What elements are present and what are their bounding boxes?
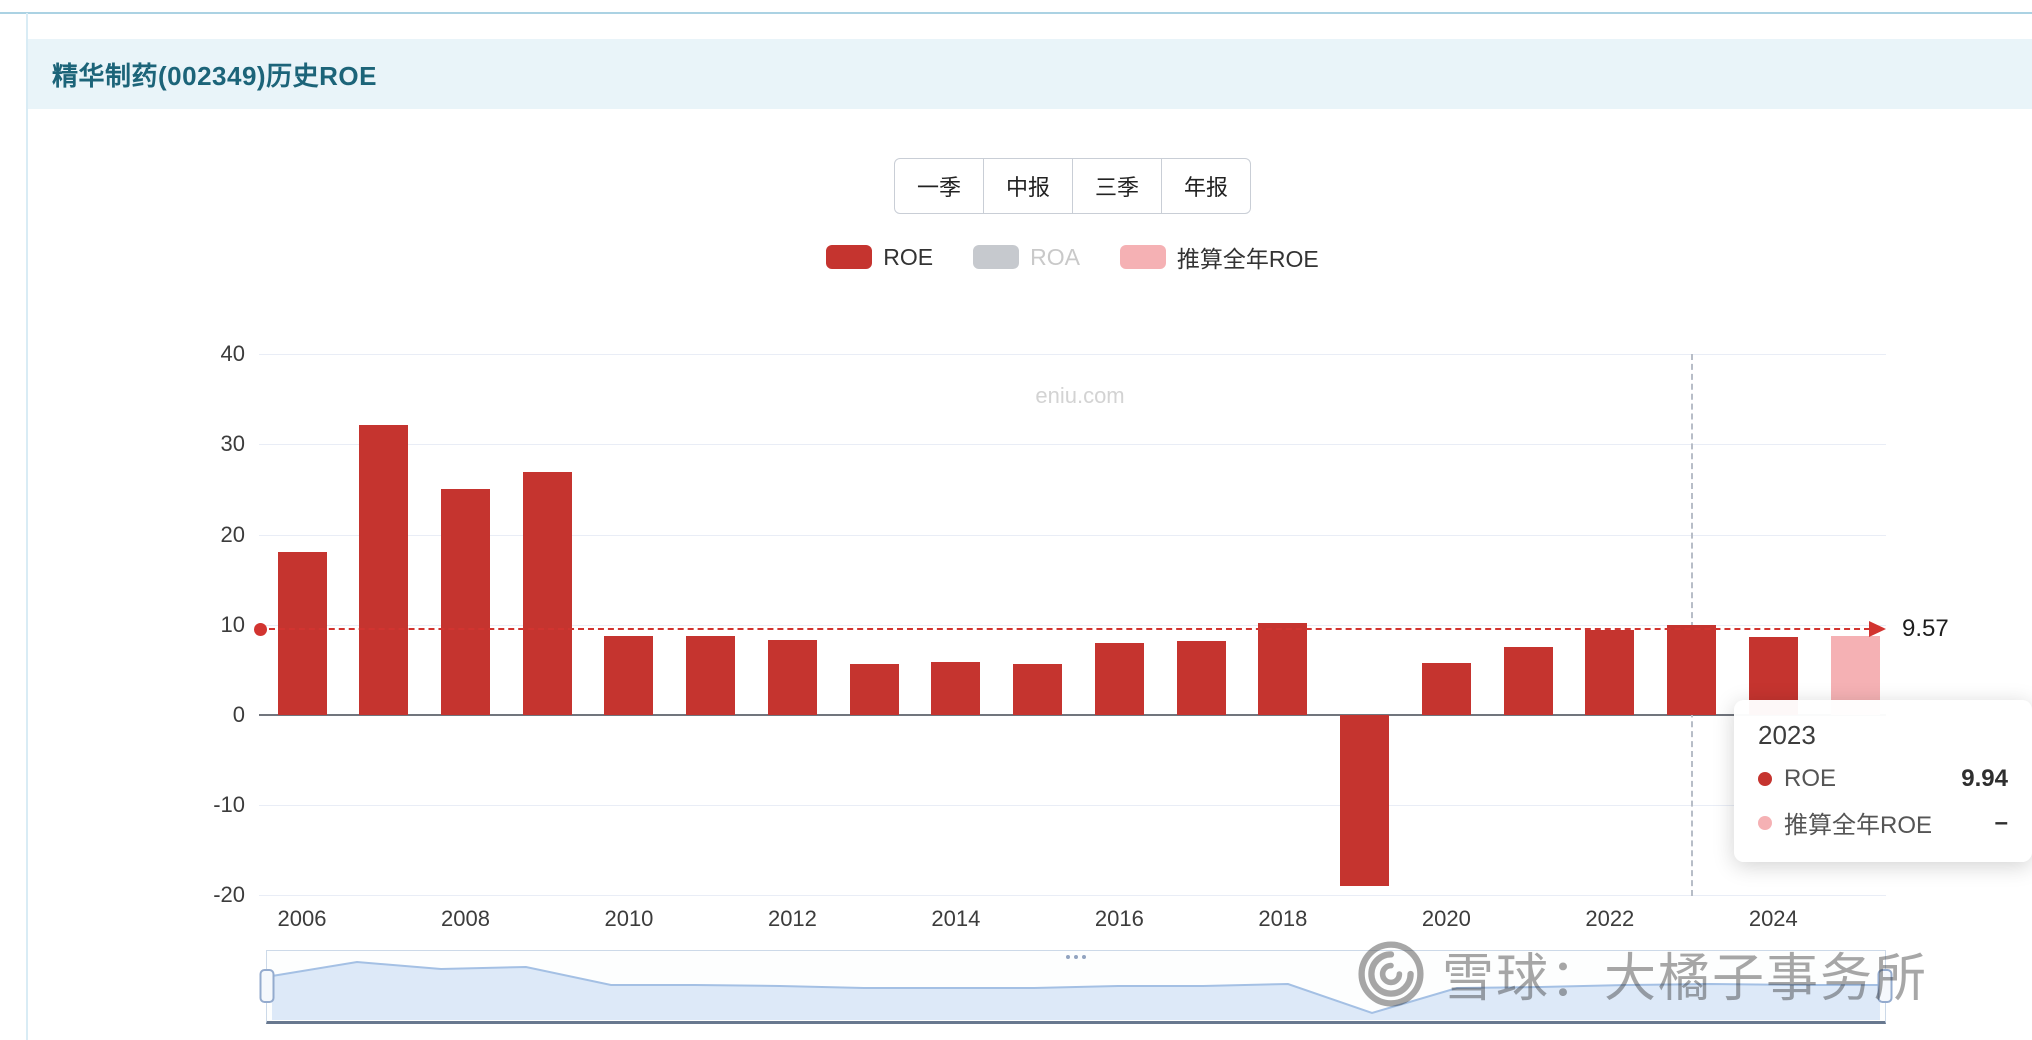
chart-legend: ROE ROA 推算全年ROE	[259, 240, 1886, 274]
tab-annual[interactable]: 年报	[1161, 158, 1251, 214]
gridline-40	[259, 354, 1886, 356]
roa-swatch-icon	[973, 245, 1020, 269]
roe-swatch-icon	[826, 245, 873, 269]
panel-left-border	[26, 13, 28, 1040]
gridline--20	[259, 895, 1886, 897]
x-axis-label: 2020	[1421, 906, 1471, 931]
y-axis-label: 40	[220, 341, 245, 367]
estimated-roe-swatch-icon	[1119, 245, 1166, 269]
reference-line-label: 9.57	[1902, 614, 1949, 642]
legend-label-roa: ROA	[1030, 243, 1080, 270]
roe-bar-2008[interactable]	[440, 488, 490, 715]
y-axis-label: -20	[213, 882, 245, 908]
roe-bar-2015[interactable]	[1013, 663, 1063, 715]
y-axis-label: 30	[220, 431, 245, 457]
roe-bar-2012[interactable]	[767, 640, 817, 715]
roe-dot-icon	[1758, 772, 1772, 786]
roe-bar-2021[interactable]	[1503, 647, 1553, 715]
roe-bar-2009[interactable]	[522, 472, 572, 715]
y-axis-label: 0	[232, 702, 245, 727]
x-axis-label: 2008	[440, 906, 490, 931]
legend-item-roe[interactable]: ROE	[826, 244, 933, 271]
chart-tooltip: 2023 ROE 9.94 推算全年ROE –	[1734, 700, 2032, 862]
x-axis-label: 2022	[1585, 906, 1635, 931]
roe-bar-2018[interactable]	[1258, 622, 1308, 715]
roe-bar-2022[interactable]	[1585, 630, 1635, 715]
legend-item-estimated-roe[interactable]: 推算全年ROE	[1119, 240, 1319, 274]
xueqiu-watermark-text: 雪球：大橘子事务所	[1442, 950, 1929, 1008]
gridline-20	[259, 534, 1886, 536]
gridline-30	[259, 444, 1886, 446]
x-axis-label: 2016	[1094, 906, 1144, 931]
legend-label-estimated-roe: 推算全年ROE	[1176, 246, 1319, 272]
estimated-roe-dot-icon	[1758, 815, 1772, 830]
tooltip-row-roe: ROE 9.94	[1758, 765, 2008, 793]
navigator-mini-chart	[271, 960, 1880, 1020]
roe-bar-2006[interactable]	[277, 551, 327, 715]
navigator-move-handle-icon[interactable]	[1062, 954, 1090, 960]
roe-bar-2023[interactable]	[1667, 625, 1717, 715]
reference-line-arrow	[1869, 620, 1886, 637]
x-axis-label: 2014	[931, 906, 981, 931]
reference-line-dot	[254, 622, 267, 636]
page-top-border	[0, 12, 2032, 14]
tooltip-year: 2023	[1758, 720, 1816, 750]
tooltip-row-estimated-roe: 推算全年ROE –	[1758, 805, 2008, 840]
roe-bar-2020[interactable]	[1421, 662, 1471, 715]
legend-label-roe: ROE	[883, 243, 934, 270]
roe-bar-2010[interactable]	[604, 635, 654, 715]
x-axis-label: 2006	[277, 906, 327, 931]
snowball-logo-icon	[1358, 940, 1424, 1007]
gridline-0	[259, 714, 1886, 716]
x-axis-label: 2010	[604, 906, 654, 931]
roe-bar-2011[interactable]	[686, 635, 736, 715]
tab-half-year[interactable]: 中报	[983, 158, 1073, 214]
roe-bar-2013[interactable]	[849, 663, 899, 715]
page-title: 精华制药(002349)历史ROE	[52, 60, 377, 91]
gridline--10	[259, 805, 1886, 807]
eniu-watermark: eniu.com	[1035, 383, 1125, 408]
y-axis-label: 10	[220, 611, 245, 637]
y-axis-label: -10	[213, 792, 245, 818]
x-axis-label: 2024	[1748, 906, 1798, 931]
roe-bar-2016[interactable]	[1094, 642, 1144, 715]
x-axis-label: 2018	[1258, 906, 1308, 931]
data-zoom-navigator[interactable]	[259, 950, 1893, 1024]
tab-quarter3[interactable]: 三季	[1072, 158, 1162, 214]
tooltip-roe-value: 9.94	[1961, 765, 2008, 792]
navigator-left-handle[interactable]	[259, 969, 275, 1003]
xueqiu-watermark: 雪球：大橘子事务所	[1356, 936, 1928, 1011]
navigator-right-handle[interactable]	[1877, 969, 1893, 1003]
tooltip-estimated-roe-label: 推算全年ROE	[1784, 812, 1933, 839]
tooltip-roe-label: ROE	[1784, 765, 1837, 792]
roe-bar-2017[interactable]	[1176, 641, 1226, 715]
tooltip-estimated-roe-value: –	[1994, 808, 2008, 836]
roe-bar-2007[interactable]	[359, 424, 409, 715]
roe-bar-2014[interactable]	[931, 661, 981, 715]
legend-item-roa[interactable]: ROA	[973, 244, 1080, 271]
x-axis-label: 2012	[767, 906, 817, 931]
period-selector: 一季 中报 三季 年报	[259, 158, 1886, 214]
gridline-10	[259, 624, 1886, 626]
y-axis-label: 20	[220, 521, 245, 547]
tab-quarter1[interactable]: 一季	[894, 158, 984, 214]
roe-bar-2019[interactable]	[1340, 715, 1390, 887]
chart-header: 精华制药(002349)历史ROE	[28, 39, 2032, 109]
